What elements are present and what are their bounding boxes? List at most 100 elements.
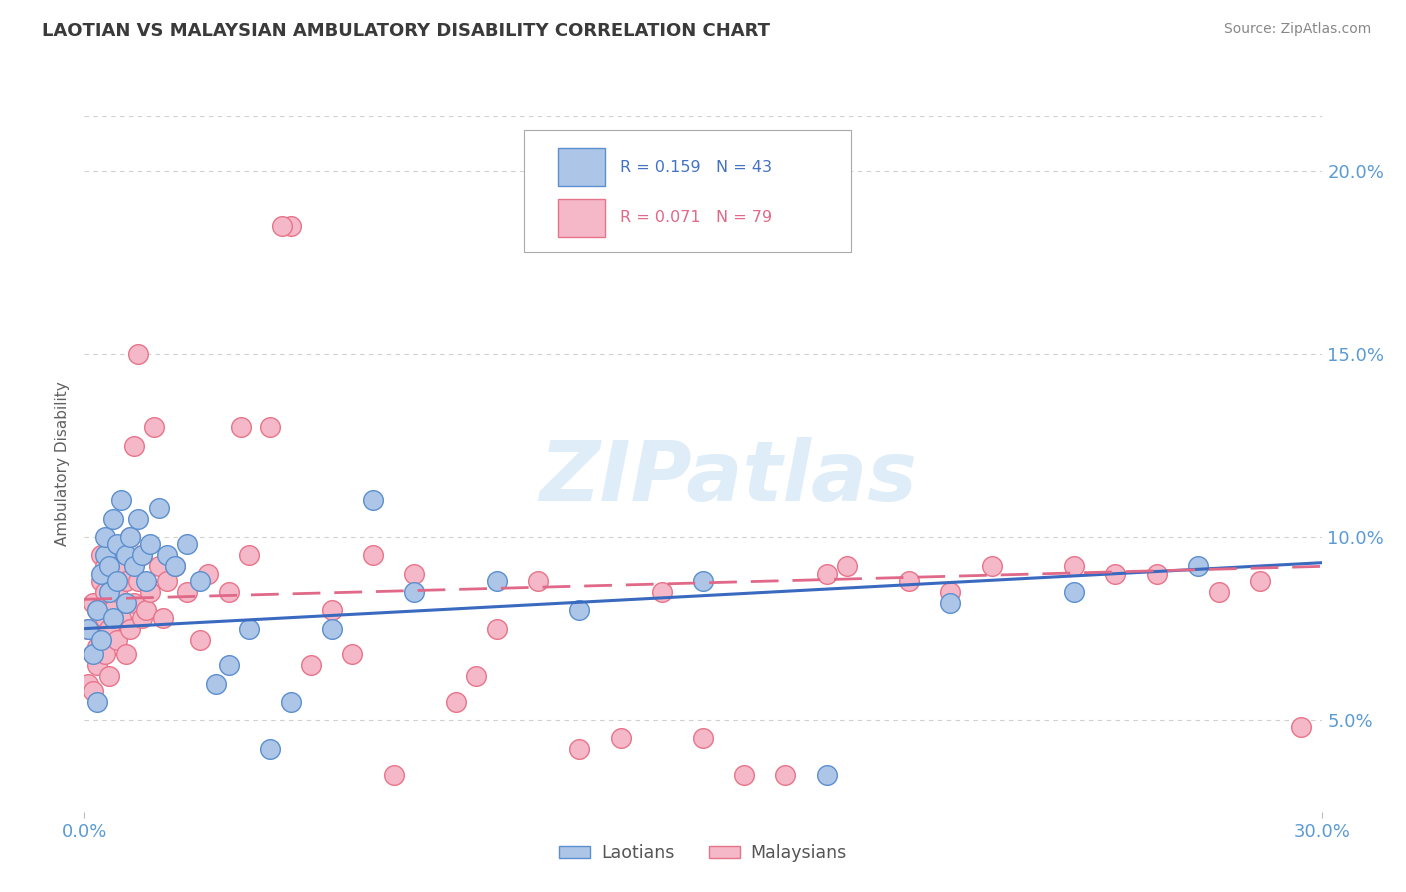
FancyBboxPatch shape (523, 130, 852, 252)
Point (205, 676, 228, 690)
Point (609, 731, 631, 746)
Point (86, 640, 108, 654)
Point (980, 559, 1002, 574)
Point (103, 603, 125, 617)
Point (939, 585, 962, 599)
Point (94, 585, 117, 599)
Point (110, 610, 132, 624)
Point (382, 768, 405, 782)
Point (143, 420, 166, 434)
Point (485, 622, 508, 636)
Text: ZIPatlas: ZIPatlas (538, 437, 917, 518)
Point (148, 500, 170, 515)
Point (114, 549, 136, 563)
Point (165, 559, 187, 574)
Point (775, 768, 797, 782)
Text: Source: ZipAtlas.com: Source: ZipAtlas.com (1223, 22, 1371, 37)
Point (361, 549, 384, 563)
Point (110, 559, 132, 574)
Point (156, 574, 179, 588)
Point (280, 695, 302, 709)
Point (118, 530, 141, 544)
Point (103, 574, 125, 588)
Point (465, 669, 488, 683)
Point (444, 695, 467, 709)
Point (1187, 559, 1209, 574)
Point (568, 603, 591, 617)
Point (105, 574, 128, 588)
Point (98, 669, 121, 683)
Point (86, 603, 108, 617)
Text: R = 0.071   N = 79: R = 0.071 N = 79 (620, 211, 772, 225)
Point (135, 603, 157, 617)
Point (90, 632, 112, 647)
Point (176, 537, 198, 551)
Point (188, 574, 211, 588)
Point (218, 658, 240, 673)
Point (259, 742, 281, 756)
Point (837, 559, 859, 574)
Text: LAOTIAN VS MALAYSIAN AMBULATORY DISABILITY CORRELATION CHART: LAOTIAN VS MALAYSIAN AMBULATORY DISABILI… (42, 22, 770, 40)
Point (105, 537, 128, 551)
Point (98, 622, 121, 636)
Point (692, 574, 714, 588)
Point (105, 585, 128, 599)
Point (342, 647, 364, 661)
Point (815, 566, 838, 581)
Point (197, 566, 219, 581)
Point (122, 559, 145, 574)
Point (259, 420, 281, 434)
Point (122, 438, 145, 452)
Point (114, 574, 136, 588)
Bar (558, 199, 605, 237)
Point (90, 574, 112, 588)
Point (103, 549, 125, 563)
Point (527, 574, 550, 588)
Point (271, 219, 294, 233)
Point (733, 768, 755, 782)
Point (98, 559, 121, 574)
Point (86, 603, 108, 617)
Point (131, 549, 153, 563)
Point (1104, 566, 1126, 581)
Y-axis label: Ambulatory Disability: Ambulatory Disability (55, 382, 70, 546)
Point (77, 622, 100, 636)
Point (77, 676, 100, 690)
Point (82, 684, 104, 698)
Point (651, 585, 673, 599)
Point (1208, 585, 1230, 599)
Point (103, 512, 125, 526)
Point (98, 566, 121, 581)
Point (238, 622, 260, 636)
Point (1249, 574, 1271, 588)
Point (82, 647, 104, 661)
Point (299, 658, 322, 673)
Point (127, 574, 149, 588)
Point (127, 347, 149, 361)
Point (131, 610, 153, 624)
Point (110, 493, 132, 508)
Point (148, 559, 170, 574)
Point (135, 574, 157, 588)
Legend: Laotians, Malaysians: Laotians, Malaysians (553, 838, 853, 869)
Point (568, 742, 591, 756)
Bar (558, 148, 605, 186)
Point (1063, 585, 1085, 599)
Point (176, 585, 198, 599)
Point (82, 596, 104, 610)
Point (165, 559, 187, 574)
Point (321, 622, 343, 636)
Point (118, 622, 141, 636)
Point (692, 731, 714, 746)
Point (404, 585, 426, 599)
Point (94, 530, 117, 544)
Point (139, 537, 162, 551)
Point (90, 549, 112, 563)
Point (131, 549, 153, 563)
Point (86, 695, 108, 709)
Point (90, 632, 112, 647)
Point (114, 596, 136, 610)
Point (156, 549, 179, 563)
Point (238, 549, 260, 563)
Point (815, 768, 838, 782)
